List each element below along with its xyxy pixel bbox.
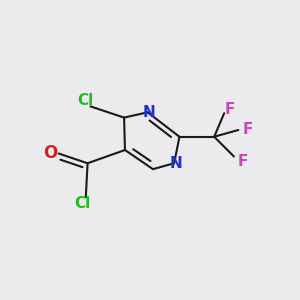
Text: F: F	[243, 122, 253, 137]
Text: N: N	[143, 105, 155, 120]
Text: Cl: Cl	[74, 196, 90, 211]
Text: F: F	[238, 154, 248, 169]
Text: N: N	[169, 156, 182, 171]
Text: F: F	[224, 102, 235, 117]
Text: O: O	[43, 144, 57, 162]
Text: Cl: Cl	[78, 93, 94, 108]
